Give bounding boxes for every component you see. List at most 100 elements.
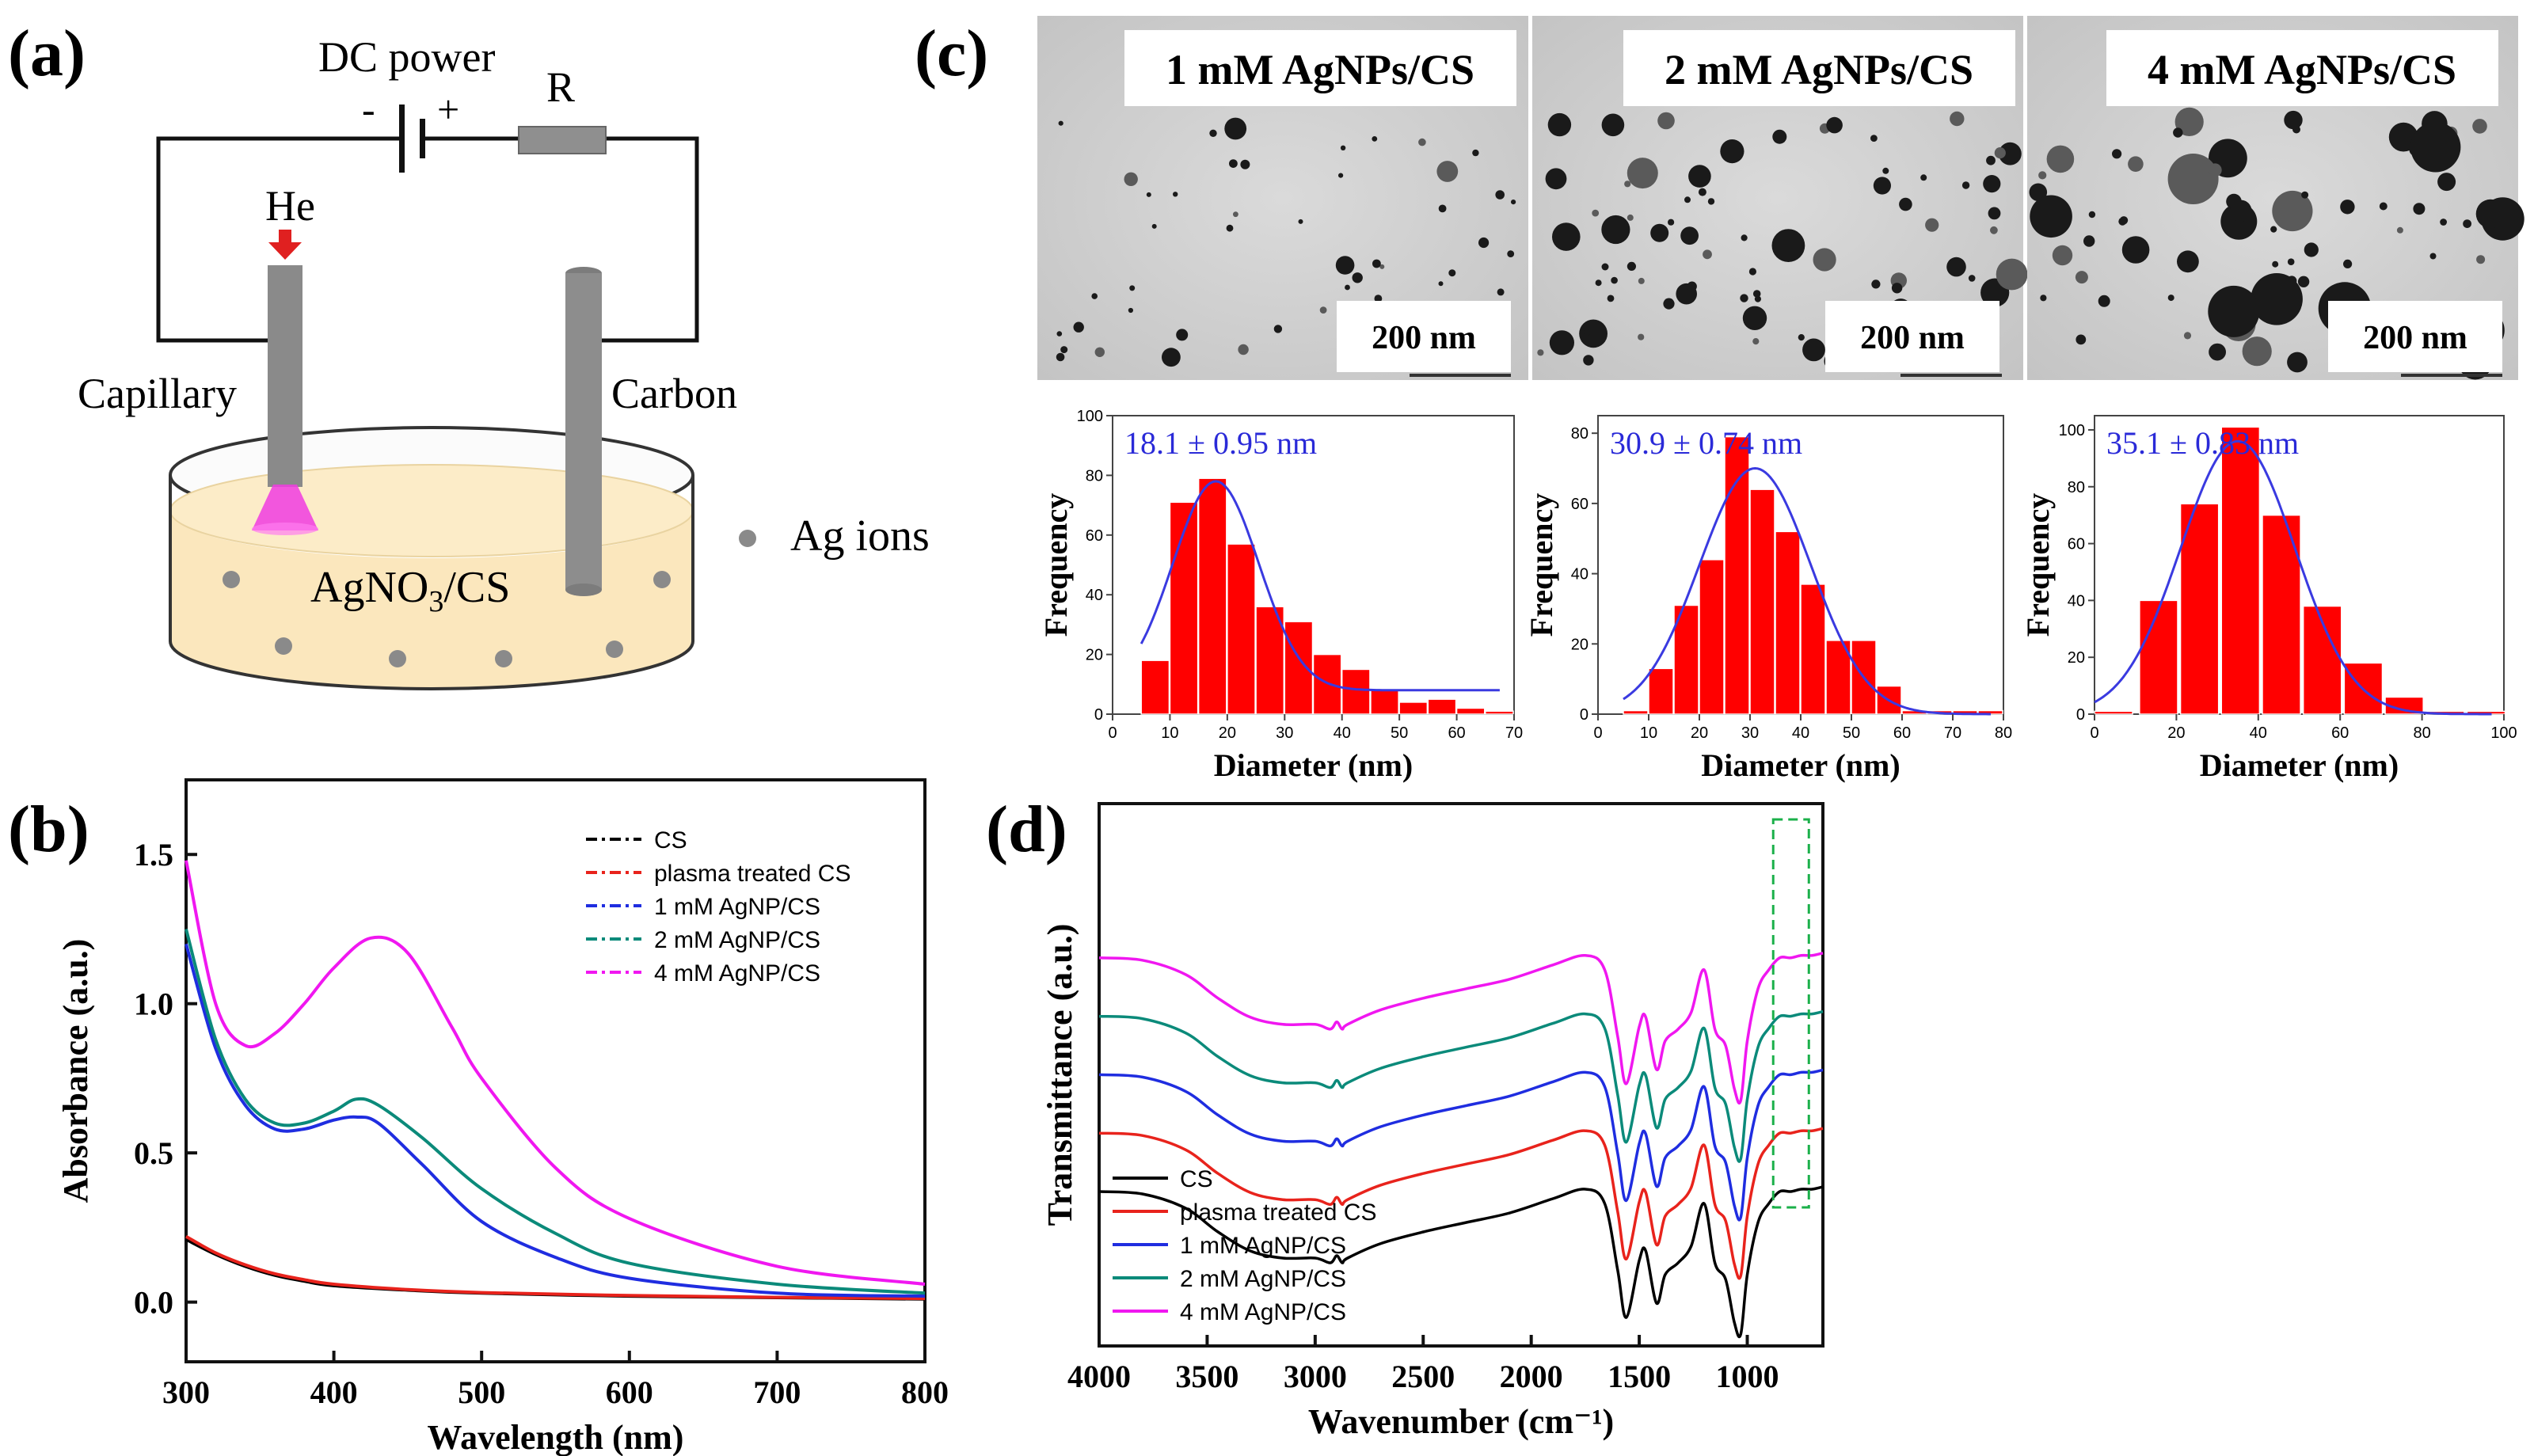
nanoparticle bbox=[1680, 226, 1699, 245]
y-tick-label: 100 bbox=[1077, 408, 1103, 425]
size-stat: 35.1 ± 0.83 nm bbox=[2106, 425, 2299, 461]
x-tick-label: 0 bbox=[1593, 724, 1602, 742]
nanoparticle bbox=[2301, 191, 2309, 199]
y-tick-label: 80 bbox=[1571, 425, 1589, 443]
nanoparticle bbox=[2029, 183, 2048, 202]
histogram-bar bbox=[1673, 604, 1699, 715]
x-tick-label: 60 bbox=[1893, 724, 1911, 742]
x-axis-label: Diameter (nm) bbox=[1701, 747, 1900, 783]
nanoparticle bbox=[2476, 255, 2486, 264]
histogram-bar bbox=[1724, 435, 1750, 715]
circuit-wire-right bbox=[602, 136, 699, 343]
nanoparticle bbox=[1946, 257, 1966, 277]
nanoparticle bbox=[1298, 219, 1303, 224]
nanoparticle bbox=[1994, 147, 2006, 159]
panel-c: (c) 1 mM AgNPs/CS 200 nm 2 mM AgNPs/CS 2… bbox=[915, 16, 2524, 783]
series-line bbox=[185, 860, 926, 1286]
x-tick-label: 800 bbox=[901, 1374, 949, 1410]
nanoparticle bbox=[2177, 250, 2199, 273]
histogram-bar bbox=[2139, 599, 2178, 715]
nanoparticle bbox=[1058, 120, 1063, 126]
nanoparticle bbox=[1209, 129, 1217, 137]
panel-a: (a) DC power - + R He Capillary Carbon bbox=[8, 17, 930, 690]
nanoparticle bbox=[1657, 112, 1675, 130]
nanoparticle bbox=[2413, 203, 2426, 215]
x-tick-label: 10 bbox=[1161, 724, 1178, 742]
nanoparticle bbox=[1772, 129, 1787, 144]
nanoparticle bbox=[1624, 181, 1631, 188]
x-tick-label: 1000 bbox=[1716, 1359, 1779, 1394]
nanoparticle bbox=[2076, 334, 2087, 345]
nanoparticle bbox=[1920, 174, 1927, 181]
histogram-bar bbox=[1749, 489, 1775, 715]
nanoparticle bbox=[2287, 258, 2295, 266]
nanoparticle bbox=[1826, 116, 1843, 134]
x-tick-label: 50 bbox=[1391, 724, 1408, 742]
x-tick-label: 3500 bbox=[1175, 1359, 1238, 1394]
nanoparticle bbox=[2272, 260, 2279, 268]
x-tick-label: 60 bbox=[2331, 724, 2349, 742]
y-tick-label: 1.5 bbox=[134, 837, 173, 872]
nanoparticle bbox=[1418, 138, 1426, 146]
tem-title: 1 mM AgNPs/CS bbox=[1166, 46, 1474, 93]
nanoparticle bbox=[1438, 204, 1447, 213]
histogram-bar bbox=[1341, 668, 1371, 715]
nanoparticle bbox=[1495, 190, 1505, 200]
nanoparticle bbox=[2343, 259, 2353, 268]
dc-power-label: DC power bbox=[318, 33, 495, 81]
beaker-solution bbox=[170, 511, 693, 689]
histogram-bar bbox=[1825, 640, 1851, 715]
nanoparticle bbox=[1273, 325, 1283, 333]
nanoparticle bbox=[1968, 275, 1976, 282]
gas-arrow-icon bbox=[268, 230, 302, 260]
uvvis-chart: 300 400 500 600 700 800 0.0 0.5 1.0 1.5 Wavelength… bbox=[56, 778, 949, 1456]
nanoparticle bbox=[1129, 285, 1136, 291]
nanoparticle bbox=[1335, 256, 1355, 275]
legend-entry: plasma treated CS bbox=[1180, 1199, 1376, 1226]
y-axis-label: Frequency bbox=[2020, 493, 2056, 637]
y-tick-label: 40 bbox=[1571, 566, 1589, 584]
panel-b-label: (b) bbox=[8, 793, 89, 866]
nanoparticle bbox=[1151, 223, 1157, 229]
nanoparticle bbox=[2208, 163, 2222, 177]
x-tick-label: 70 bbox=[1505, 724, 1523, 742]
nanoparticle bbox=[1703, 249, 1712, 260]
x-tick-label: 300 bbox=[162, 1374, 210, 1410]
plasma-jet bbox=[252, 485, 318, 530]
x-tick-label: 20 bbox=[1219, 724, 1236, 742]
y-tick-label: 0 bbox=[1094, 706, 1103, 724]
nanoparticle bbox=[2046, 145, 2075, 173]
carbon-rod bbox=[565, 273, 602, 590]
x-tick-label: 40 bbox=[1792, 724, 1809, 742]
battery-plate-short bbox=[420, 119, 425, 158]
histogram-4mm: 0 20 40 60 80 100 0 20 40 60 80 100 35.1 ± 0.83 nm Di… bbox=[2020, 415, 2517, 783]
nanoparticle bbox=[2128, 156, 2144, 172]
x-tick-label: 700 bbox=[753, 1374, 801, 1410]
nanoparticle bbox=[1742, 306, 1767, 330]
scale-label: 200 nm bbox=[1372, 320, 1476, 356]
y-tick-label: 0.5 bbox=[134, 1135, 173, 1171]
nanoparticle bbox=[1552, 222, 1581, 251]
gaussian-fit bbox=[1140, 480, 1500, 692]
x-tick-label: 30 bbox=[1276, 724, 1293, 742]
nanoparticle bbox=[1798, 334, 1805, 341]
nanoparticle bbox=[1438, 281, 1444, 287]
nanoparticle bbox=[1638, 277, 1645, 284]
x-tick-label: 80 bbox=[2413, 724, 2430, 742]
x-tick-label: 40 bbox=[1334, 724, 1351, 742]
resistor bbox=[518, 126, 607, 154]
nanoparticle bbox=[2270, 226, 2277, 233]
nanoparticle bbox=[1961, 181, 1970, 189]
y-tick-label: 0 bbox=[1580, 706, 1589, 724]
y-tick-label: 20 bbox=[2068, 649, 2085, 667]
x-axis-label: Diameter (nm) bbox=[2200, 747, 2399, 783]
series-line bbox=[185, 943, 926, 1298]
legend-entry: 2 mM AgNP/CS bbox=[1180, 1266, 1346, 1292]
nanoparticle bbox=[1537, 349, 1544, 356]
nanoparticle bbox=[1547, 112, 1572, 137]
minus-label: - bbox=[362, 87, 375, 131]
nanoparticle bbox=[2112, 149, 2122, 159]
nanoparticle bbox=[1056, 331, 1063, 336]
nanoparticle bbox=[2284, 110, 2303, 130]
nanoparticle bbox=[2209, 343, 2227, 361]
